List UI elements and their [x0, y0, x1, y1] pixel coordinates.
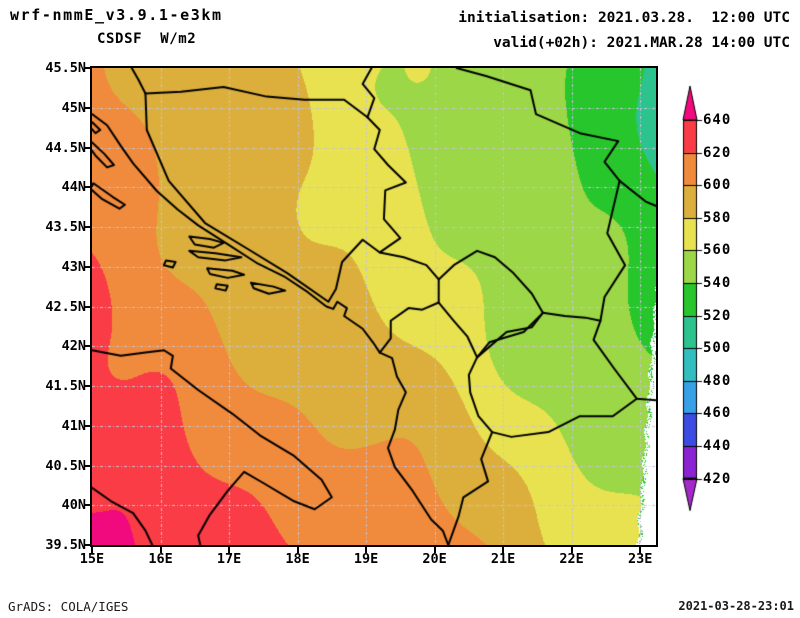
y-axis-label: 41N — [61, 417, 86, 434]
x-axis-label: 16E — [148, 551, 173, 567]
colorbar-label: 560 — [703, 242, 732, 259]
colorbar-label: 460 — [703, 405, 732, 422]
x-axis-tick — [365, 547, 368, 553]
y-axis-tick — [84, 226, 90, 228]
x-axis-tick — [502, 547, 505, 553]
y-axis-tick — [84, 186, 90, 189]
y-axis-label: 42N — [61, 338, 86, 355]
colorbar-label: 620 — [703, 144, 732, 161]
colorbar-label: 420 — [703, 470, 732, 487]
colorbar-label: 480 — [703, 372, 732, 389]
variable-title: CSDSF W/m2 — [97, 31, 197, 47]
x-axis-label: 17E — [216, 551, 242, 567]
y-axis-tick — [84, 67, 90, 69]
grads-credit: GrADS: COLA/IGES — [8, 599, 129, 614]
x-axis-tick — [159, 547, 162, 553]
y-axis-label: 40N — [61, 497, 86, 514]
map-canvas — [92, 68, 656, 545]
y-axis-label: 45.5N — [45, 60, 86, 76]
init-time-line: initialisation: 2021.03.28. 12:00 UTC — [458, 10, 790, 26]
y-axis-label: 43N — [61, 258, 86, 275]
map-frame — [90, 66, 658, 547]
x-axis-label: 18E — [285, 551, 310, 567]
y-axis-tick — [84, 464, 90, 467]
y-axis-tick — [84, 385, 90, 387]
x-axis-label: 23E — [627, 551, 653, 567]
colorbar-label: 600 — [703, 177, 732, 194]
y-axis-label: 41.5N — [45, 378, 86, 394]
y-axis-label: 44N — [61, 179, 86, 196]
y-axis-tick — [84, 305, 90, 308]
colorbar-label: 640 — [703, 112, 732, 128]
x-axis-tick — [91, 547, 93, 553]
x-axis-tick — [639, 547, 642, 553]
y-axis-label: 44.5N — [45, 139, 86, 156]
y-axis-tick — [84, 146, 90, 149]
colorbar-label: 540 — [703, 275, 732, 291]
run-times: initialisation: 2021.03.28. 12:00 UTC val… — [458, 6, 790, 56]
colorbar-label: 520 — [703, 307, 732, 324]
x-axis-tick — [433, 547, 436, 553]
creation-timestamp: 2021-03-28-23:01 — [678, 599, 794, 613]
x-axis-label: 15E — [79, 551, 105, 567]
x-axis-label: 19E — [353, 551, 379, 567]
y-axis-label: 45N — [61, 99, 86, 116]
y-axis-tick — [84, 424, 90, 427]
colorbar-canvas — [680, 82, 706, 518]
y-axis-tick — [84, 345, 90, 348]
y-axis-tick — [84, 504, 90, 507]
colorbar-label: 500 — [703, 340, 732, 357]
y-axis-label: 42.5N — [45, 298, 86, 315]
y-axis-label: 43.5N — [45, 219, 86, 235]
model-title: wrf-nmmE_v3.9.1-e3km — [10, 6, 223, 24]
y-axis-label: 39.5N — [45, 537, 86, 553]
colorbar-label: 440 — [703, 438, 732, 454]
x-axis-tick — [570, 547, 573, 553]
x-axis-label: 20E — [422, 551, 447, 567]
y-axis-tick — [84, 265, 90, 268]
x-axis-label: 22E — [559, 551, 584, 567]
valid-time-line: valid(+02h): 2021.MAR.28 14:00 UTC — [493, 35, 790, 51]
x-axis-tick — [296, 547, 299, 553]
y-axis-tick — [84, 106, 90, 109]
x-axis-label: 21E — [490, 551, 516, 567]
x-axis-tick — [228, 547, 231, 553]
y-axis-label: 40.5N — [45, 457, 86, 474]
y-axis-tick — [84, 544, 90, 546]
colorbar-label: 580 — [703, 209, 732, 226]
